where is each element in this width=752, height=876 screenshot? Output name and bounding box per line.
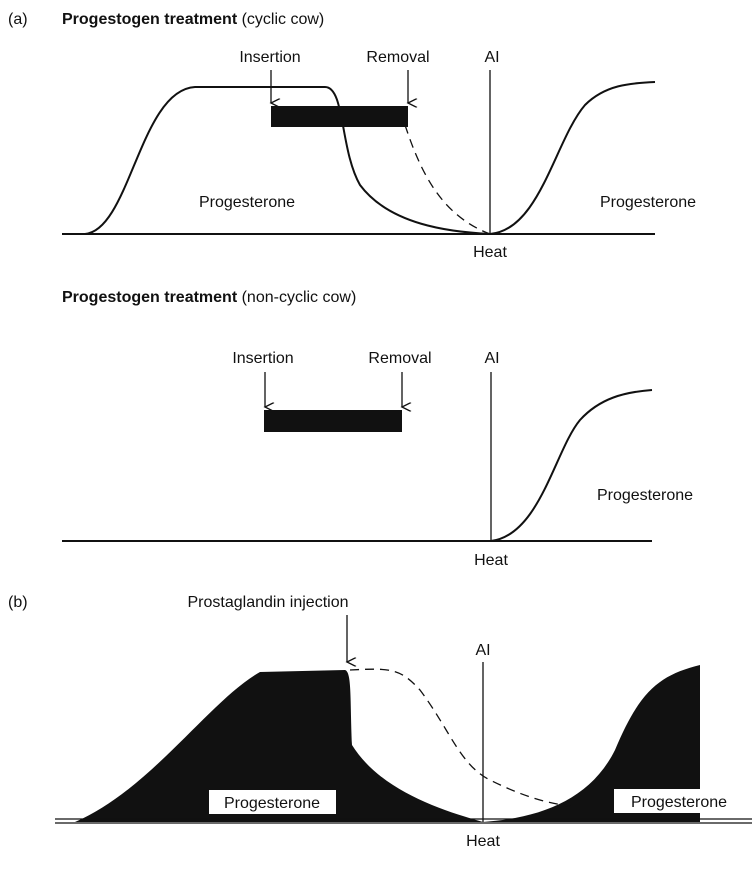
- title: Progestogen treatment: [62, 289, 238, 306]
- hormone-label: Progesterone: [600, 194, 696, 211]
- panel-title: Progestogen treatment (cyclic cow): [62, 11, 324, 28]
- insertion-label: Insertion: [232, 350, 293, 367]
- title: Progestogen treatment: [62, 11, 238, 28]
- heat-label: Heat: [473, 244, 507, 261]
- subtitle: (non-cyclic cow): [242, 289, 357, 306]
- progesterone-area: [483, 665, 700, 822]
- dashed-curve: [404, 124, 491, 235]
- injection-label: Prostaglandin injection: [188, 594, 349, 611]
- panel-b: (b) Prostaglandin injection AI Progester…: [8, 594, 752, 850]
- hormone-label: Progesterone: [597, 487, 693, 504]
- hormone-label: Progesterone: [631, 794, 727, 811]
- curve: [489, 81, 656, 235]
- ai-label: AI: [484, 49, 499, 66]
- hormone-label: Progesterone: [199, 194, 295, 211]
- panel-label: (b): [8, 594, 28, 611]
- label-box: [614, 789, 744, 813]
- treatment-bar: [264, 410, 402, 432]
- panel-label: (a): [8, 11, 28, 28]
- removal-label: Removal: [366, 49, 429, 66]
- progesterone-area: [75, 670, 483, 822]
- panel-a2: Progestogen treatment (non-cyclic cow) I…: [62, 289, 693, 569]
- ai-label: AI: [475, 642, 490, 659]
- panel-a: (a) Progestogen treatment (cyclic cow) I…: [8, 11, 696, 261]
- heat-label: Heat: [474, 552, 508, 569]
- ai-label: AI: [484, 350, 499, 367]
- curve: [490, 389, 653, 542]
- subtitle: (cyclic cow): [242, 11, 325, 28]
- hormone-label: Progesterone: [224, 795, 320, 812]
- heat-label: Heat: [466, 833, 500, 850]
- removal-label: Removal: [368, 350, 431, 367]
- panel-title: Progestogen treatment (non-cyclic cow): [62, 289, 356, 306]
- dashed-curve: [349, 668, 571, 807]
- curve: [84, 86, 491, 235]
- insertion-label: Insertion: [239, 49, 300, 66]
- treatment-bar: [271, 106, 408, 127]
- label-box: [209, 790, 336, 814]
